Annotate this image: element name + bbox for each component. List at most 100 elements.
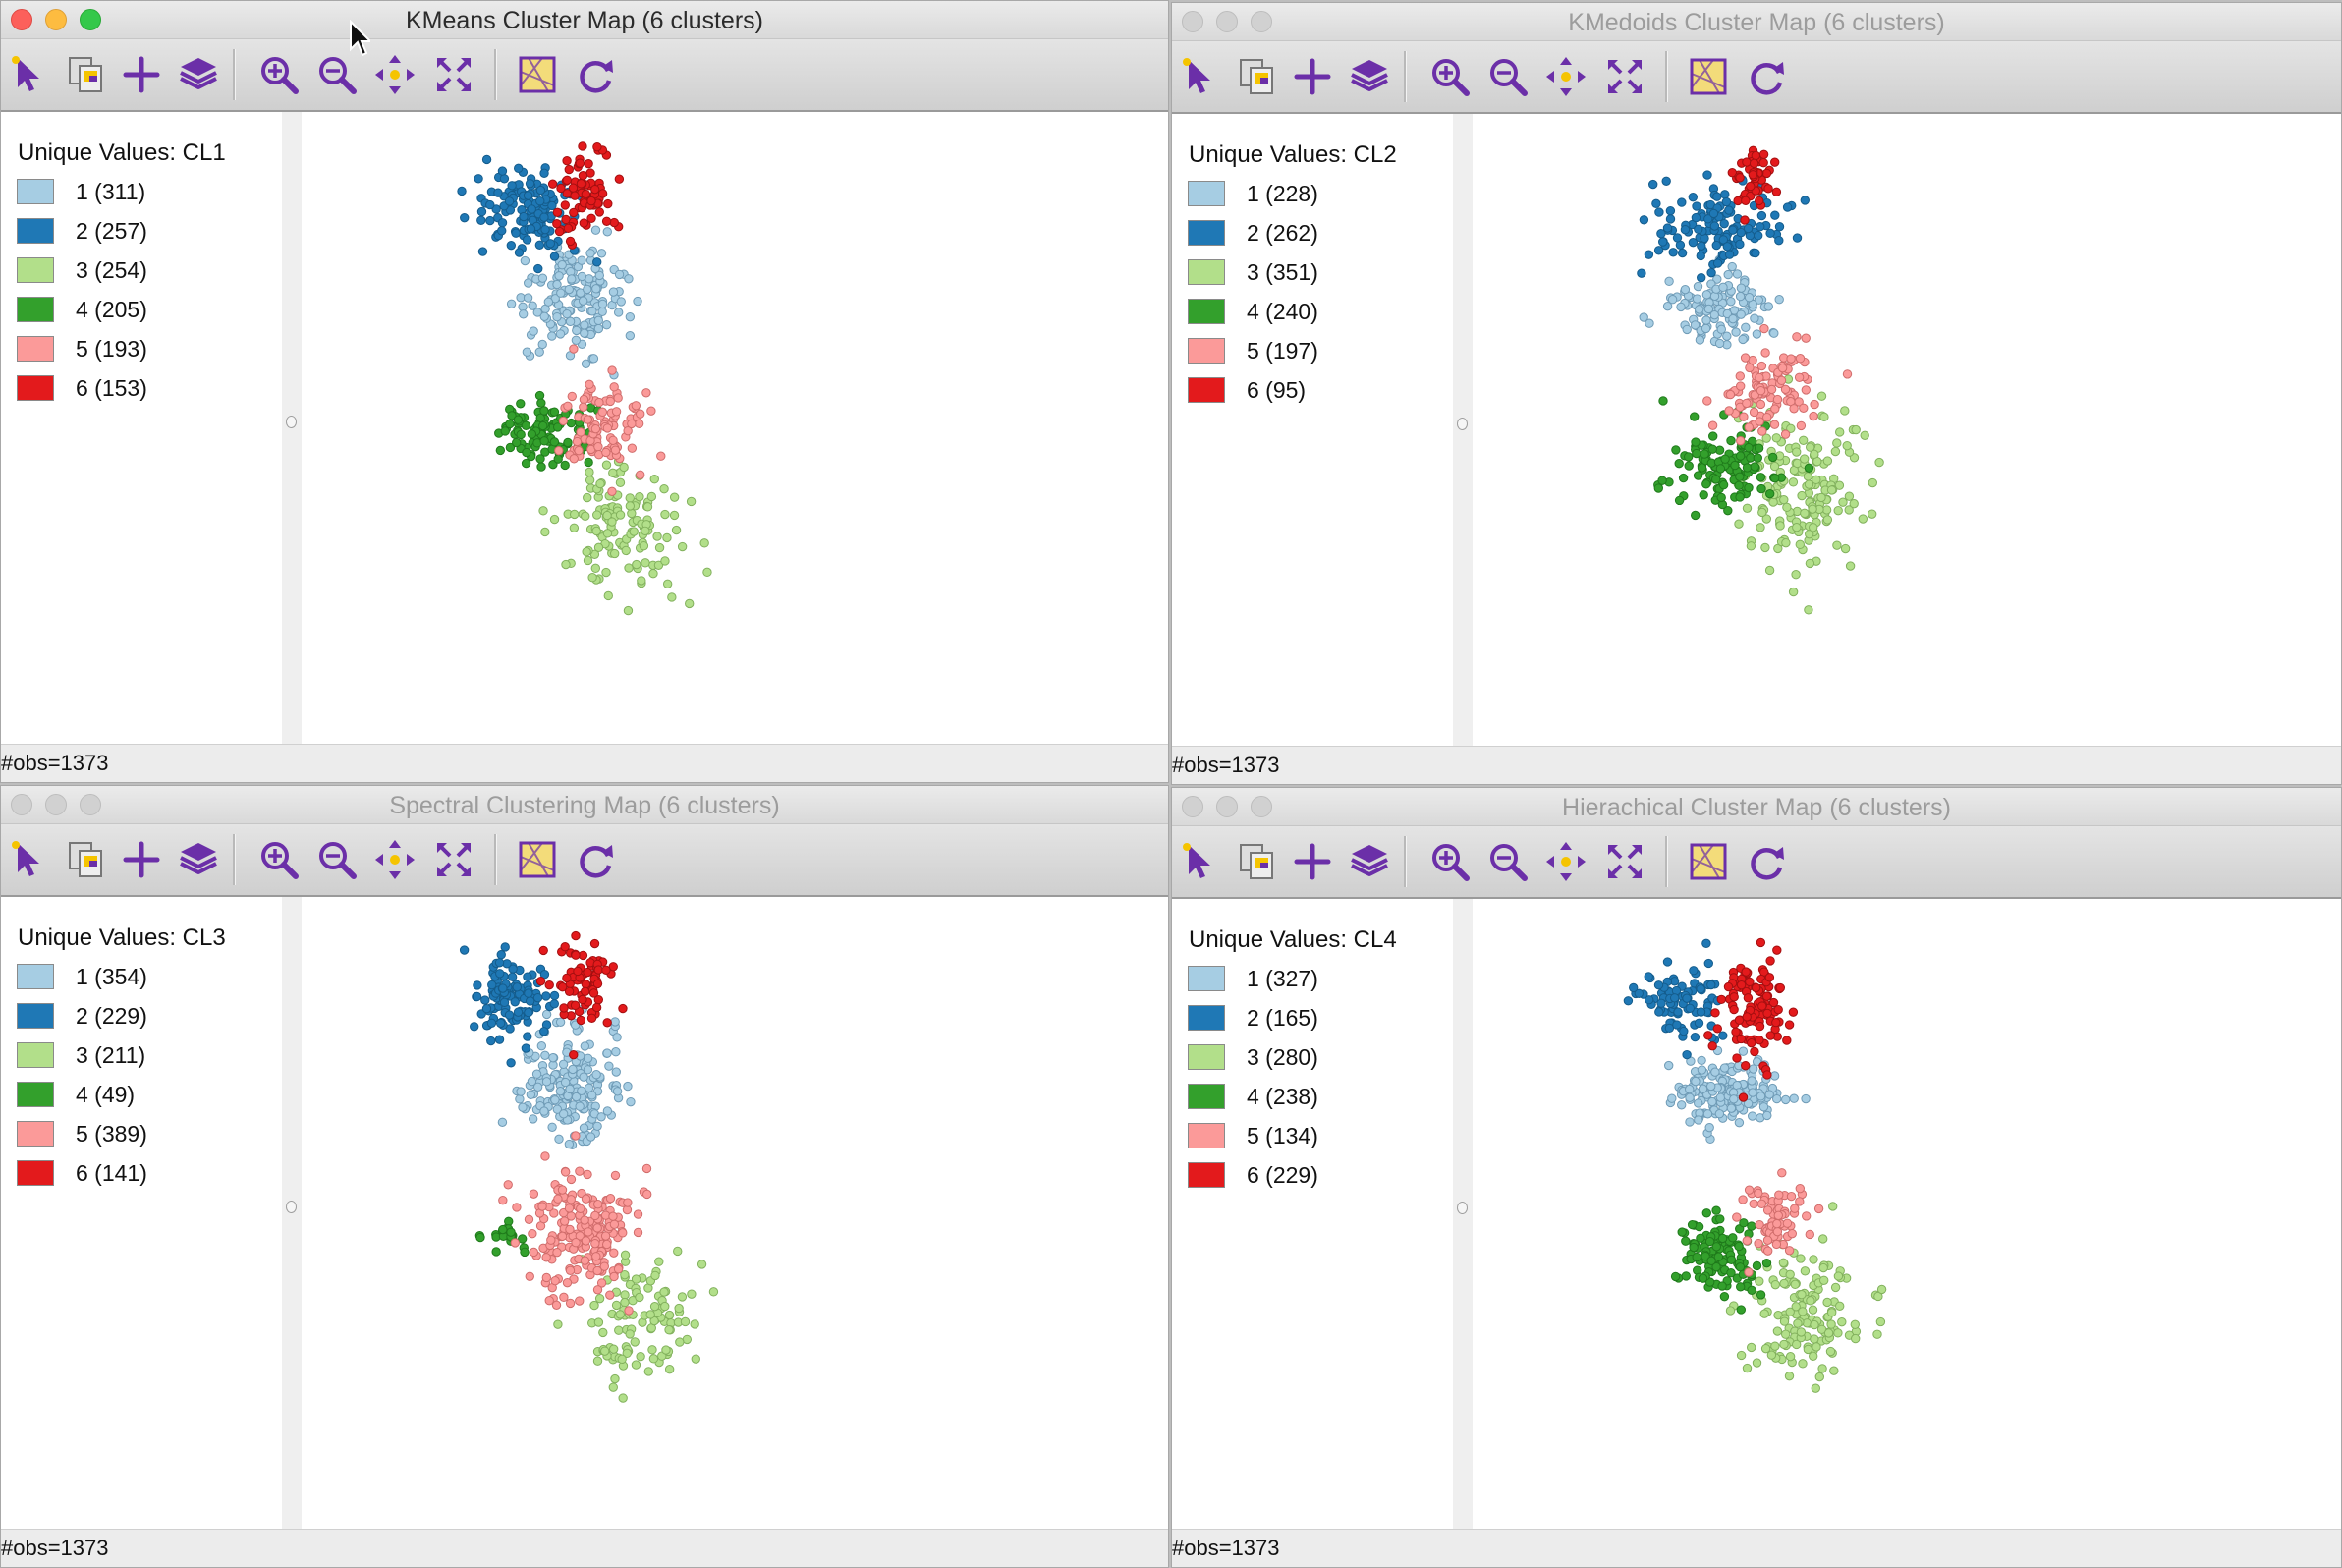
map-point-cluster-5[interactable] [1755, 372, 1764, 383]
map-point-cluster-1[interactable] [1726, 1103, 1737, 1113]
map-point-cluster-1[interactable] [1756, 1092, 1766, 1101]
layers-icon[interactable] [176, 52, 221, 97]
map-point-cluster-6[interactable] [579, 218, 589, 228]
map-point-cluster-3[interactable] [1832, 540, 1842, 550]
map-point-cluster-2[interactable] [1651, 198, 1661, 209]
map-point-cluster-5[interactable] [641, 1163, 652, 1174]
map-point-cluster-1[interactable] [601, 320, 612, 330]
map-point-cluster-3[interactable] [1835, 427, 1845, 437]
map-point-cluster-2[interactable] [1688, 192, 1699, 202]
map-point-cluster-6[interactable] [1762, 1008, 1772, 1019]
zoom-window-button[interactable] [1251, 11, 1272, 32]
add-icon[interactable] [1290, 839, 1335, 884]
map-point-cluster-5[interactable] [624, 1306, 634, 1316]
map-point-cluster-6[interactable] [1731, 1027, 1741, 1036]
full-extent-icon[interactable] [431, 52, 476, 97]
map-point-cluster-6[interactable] [1727, 168, 1737, 178]
map-point-cluster-1[interactable] [1727, 261, 1737, 272]
map-point-cluster-5[interactable] [592, 1285, 603, 1295]
pan-icon[interactable] [1543, 54, 1589, 99]
map-point-cluster-1[interactable] [1781, 1094, 1791, 1105]
map-point-cluster-2[interactable] [539, 1027, 549, 1036]
map-point-cluster-3[interactable] [1796, 1327, 1807, 1337]
map-point-cluster-4[interactable] [1657, 476, 1667, 485]
map-point-cluster-4[interactable] [1674, 459, 1684, 469]
map-point-cluster-6[interactable] [1788, 1007, 1799, 1017]
map-point-cluster-4[interactable] [1700, 449, 1709, 459]
pan-icon[interactable] [1543, 839, 1589, 884]
map-point-cluster-5[interactable] [563, 401, 573, 411]
map-point-cluster-5[interactable] [613, 1264, 624, 1274]
map-point-cluster-1[interactable] [604, 1061, 614, 1071]
map-point-cluster-3[interactable] [647, 1345, 657, 1355]
map-point-cluster-1[interactable] [1682, 324, 1692, 335]
map-point-cluster-4[interactable] [1744, 442, 1754, 453]
map-point-cluster-2[interactable] [1696, 251, 1706, 261]
map-point-cluster-5[interactable] [1770, 404, 1780, 414]
map-point-cluster-3[interactable] [1844, 505, 1854, 515]
map-point-cluster-3[interactable] [1814, 1372, 1824, 1382]
map-point-cluster-5[interactable] [537, 1202, 547, 1211]
map-point-cluster-1[interactable] [1758, 1102, 1769, 1112]
map-point-cluster-1[interactable] [1695, 305, 1704, 314]
map-point-cluster-1[interactable] [526, 1090, 536, 1099]
copy-image-icon[interactable] [1234, 839, 1279, 884]
map-point-cluster-6[interactable] [570, 1000, 581, 1011]
map-point-cluster-6[interactable] [554, 226, 565, 237]
map-point-cluster-5[interactable] [593, 442, 603, 452]
map-point-cluster-6[interactable] [578, 171, 588, 181]
map-point-cluster-4[interactable] [1736, 1282, 1746, 1292]
map-point-cluster-6[interactable] [556, 183, 566, 194]
map-point-cluster-5[interactable] [575, 1231, 585, 1241]
map-point-cluster-3[interactable] [669, 510, 680, 521]
map-point-cluster-5[interactable] [583, 415, 593, 424]
map-point-cluster-1[interactable] [547, 1122, 557, 1132]
map-point-cluster-2[interactable] [485, 215, 495, 226]
map-point-cluster-5[interactable] [567, 391, 577, 402]
map-point-cluster-2[interactable] [1689, 966, 1699, 976]
map-point-cluster-4[interactable] [520, 1247, 530, 1258]
map-point-cluster-5[interactable] [1756, 1199, 1767, 1209]
map-point-cluster-5[interactable] [550, 1275, 560, 1286]
map-point-cluster-3[interactable] [1725, 1306, 1736, 1316]
map-point-cluster-5[interactable] [566, 1174, 577, 1185]
map-point-cluster-1[interactable] [577, 255, 586, 265]
zoom-out-icon[interactable] [1485, 54, 1531, 99]
map-point-cluster-5[interactable] [631, 401, 641, 411]
map-point-cluster-5[interactable] [1773, 1210, 1783, 1220]
legend-splitter[interactable] [282, 112, 302, 744]
map-point-cluster-3[interactable] [592, 1356, 603, 1366]
map-point-cluster-5[interactable] [1805, 1229, 1814, 1240]
map-point-cluster-3[interactable] [1796, 1254, 1806, 1263]
map-point-cluster-6[interactable] [562, 175, 572, 185]
map-point-cluster-3[interactable] [1771, 433, 1781, 443]
map-point-cluster-6[interactable] [1765, 956, 1775, 966]
map-point-cluster-6[interactable] [1772, 945, 1782, 955]
map-point-cluster-6[interactable] [1762, 1070, 1772, 1080]
map-point-cluster-6[interactable] [603, 198, 613, 209]
map-point-cluster-1[interactable] [572, 325, 582, 336]
basemap-icon[interactable] [515, 52, 560, 97]
map-point-cluster-1[interactable] [497, 1117, 508, 1127]
map-point-cluster-4[interactable] [1711, 475, 1721, 484]
map-point-cluster-2[interactable] [1708, 208, 1719, 219]
map-point-cluster-3[interactable] [608, 1382, 618, 1392]
map-point-cluster-5[interactable] [611, 407, 622, 417]
map-point-cluster-4[interactable] [516, 429, 526, 440]
map-point-cluster-1[interactable] [1664, 276, 1674, 287]
map-point-cluster-1[interactable] [560, 1077, 571, 1088]
map-point-cluster-4[interactable] [1717, 1281, 1727, 1291]
map-point-cluster-2[interactable] [1782, 202, 1793, 212]
map-point-cluster-3[interactable] [1769, 461, 1780, 472]
map-point-cluster-3[interactable] [1833, 505, 1843, 516]
map-point-cluster-5[interactable] [1744, 1185, 1755, 1195]
full-extent-icon[interactable] [1602, 54, 1647, 99]
map-point-cluster-1[interactable] [581, 359, 591, 368]
map-point-cluster-5[interactable] [1794, 372, 1805, 382]
map-point-cluster-2[interactable] [523, 191, 533, 200]
map-point-cluster-3[interactable] [1742, 1363, 1753, 1373]
map-point-cluster-3[interactable] [685, 598, 695, 609]
map-point-cluster-5[interactable] [590, 1210, 600, 1221]
map-point-cluster-1[interactable] [547, 331, 557, 341]
map-point-cluster-3[interactable] [674, 1303, 684, 1314]
